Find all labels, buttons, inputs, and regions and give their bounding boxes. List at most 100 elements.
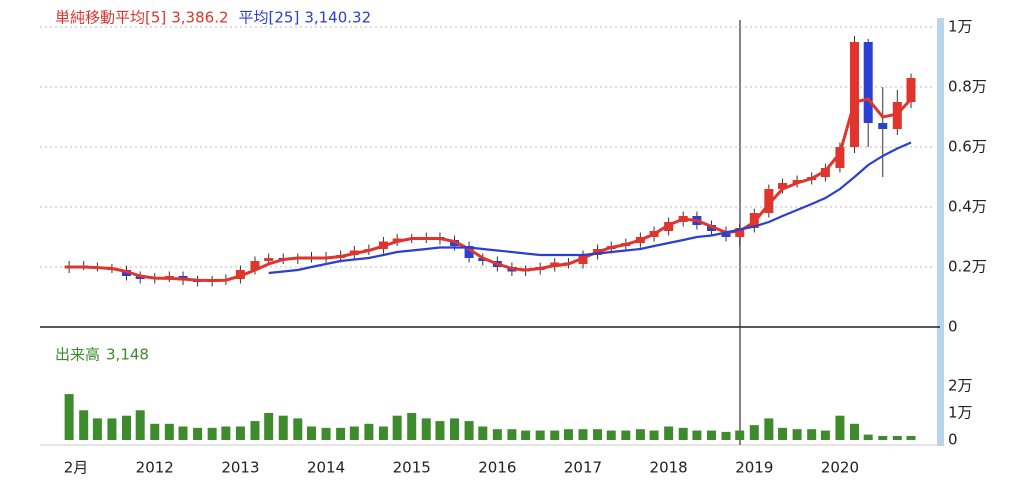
volume-bar [807,429,817,440]
volume-bar [578,429,588,440]
volume-bar [593,429,603,440]
x-tick-label: 2月 [64,459,89,477]
volume-bar [79,410,89,440]
candle-body [878,123,888,129]
volume-bar [678,427,688,440]
y-tick-label: 2万 [948,377,973,395]
x-tick-label: 2013 [221,459,259,477]
volume-bar [635,429,645,440]
volume-bar [563,429,573,440]
volume-bar [664,426,674,440]
candle-body [906,78,916,102]
y-tick-label: 0.8万 [948,78,987,96]
volume-bar [892,435,902,440]
legend: 単純移動平均[5] 3,386.2 平均[25] 3,140.32 出来高 3,… [55,9,371,364]
volume-bar [507,429,517,440]
candle-body [464,246,474,258]
y-tick-label: 0 [948,431,958,449]
volume-bar [450,418,460,440]
volume-bar [221,426,231,440]
value-axis-bar [937,18,944,446]
volume-bar [820,430,830,440]
volume-bar [321,427,331,440]
y-tick-label: 0.6万 [948,138,987,156]
legend-entry: 平均[25] [239,9,300,27]
y-tick-label: 0.4万 [948,198,987,216]
legend-entry: 出来高 [55,346,100,364]
volume-bar [92,418,102,440]
candle-body [250,261,260,270]
candle-body [778,183,788,189]
legend-value: 3,386.2 [171,9,228,27]
volume-bar [378,426,388,440]
volume-bar [906,435,916,440]
volume-bar [492,429,502,440]
volume-bar [349,426,359,440]
volume-bar [735,430,745,440]
volume-bar [122,415,132,440]
candle-body [849,42,859,147]
candle-body [164,276,174,278]
volume-bar [392,415,402,440]
volume-bar [164,423,174,440]
volume-bar [250,421,260,440]
volume-bar [264,413,274,440]
volume-bar [235,426,245,440]
volume-bar [764,418,774,440]
volume-bar [535,430,545,440]
x-tick-label: 2018 [650,459,688,477]
candle-body [835,147,845,168]
volume-bar [278,415,288,440]
volume-bar [407,413,417,440]
moving-average-line [268,141,912,275]
candle-body [264,258,274,261]
x-tick-label: 2016 [478,459,516,477]
y-tick-label: 1万 [948,404,973,422]
volume-bar [692,430,702,440]
moving-average-line [69,97,913,283]
volume-bar [478,426,488,440]
volume-bar [878,435,888,440]
legend-entry: 単純移動平均[5] [55,9,166,27]
legend-value: 3,140.32 [304,9,371,27]
x-tick-label: 2015 [393,459,431,477]
x-tick-label: 2014 [307,459,345,477]
volume-bar [150,423,160,440]
x-tick-label: 2020 [821,459,859,477]
volume-bar [550,430,560,440]
candle-body [863,42,873,123]
volume-bar [178,426,188,440]
volume-bar [863,434,873,440]
volume-bar [778,427,788,440]
volume-bar [464,421,474,440]
volume-bar [64,394,74,440]
candle-body [764,189,774,213]
volume-bar [421,418,431,440]
volume-bar [749,425,759,440]
x-tick-label: 2017 [564,459,602,477]
x-tick-label: 2012 [136,459,174,477]
volume-bar [336,427,346,440]
volume-bar [306,426,316,440]
volume-bar [193,427,203,440]
volume-bar [849,423,859,440]
volume-bar [107,418,117,440]
volume-bar [293,418,303,440]
volume-bar [435,421,445,440]
volume-bar [364,423,374,440]
volume-bar [621,430,631,440]
volume-bar [835,415,845,440]
volume-bar [706,430,716,440]
x-tick-label: 2019 [735,459,773,477]
volume-bar [649,430,659,440]
volume-bar [135,410,145,440]
y-tick-label: 0 [948,318,958,336]
y-tick-label: 1万 [948,18,973,36]
legend-value: 3,148 [106,346,149,364]
y-tick-label: 0.2万 [948,258,987,276]
volume-bar [792,429,802,440]
volume-bar [721,431,731,440]
volume-bar [207,427,217,440]
volume-bar [606,430,616,440]
